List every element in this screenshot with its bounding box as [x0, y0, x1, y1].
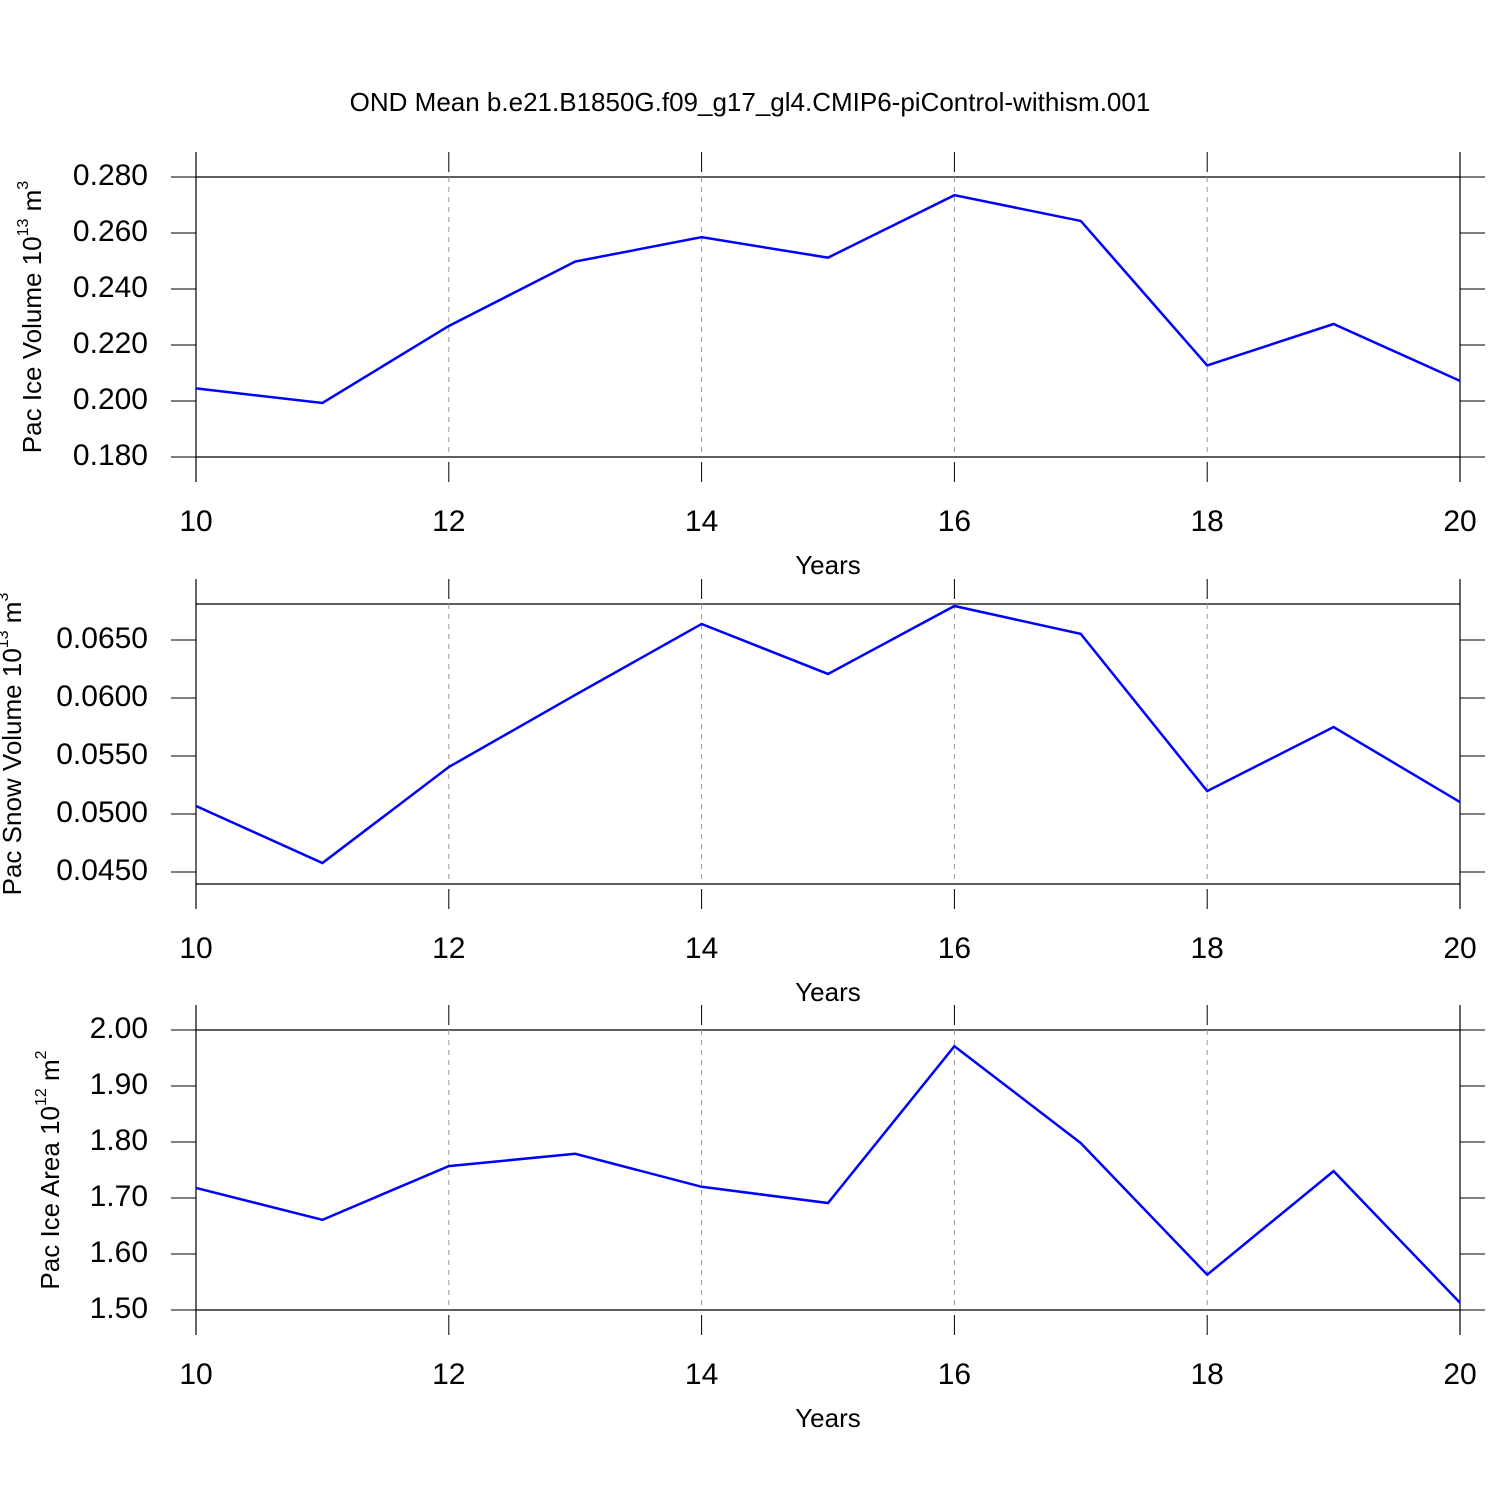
x-tick-label: 18 [1191, 505, 1224, 538]
label-text: Pac Snow Volume 10 [0, 648, 27, 895]
data-line [195, 604, 1461, 865]
x-axis-label: Years [795, 550, 861, 580]
label-text: m [17, 190, 47, 219]
y-axis-label: Pac Ice Area 1012 m2 [33, 1050, 65, 1289]
superscript: 2 [33, 1050, 50, 1059]
y-tick-label: 1.80 [90, 1124, 148, 1157]
x-tick-label: 16 [938, 505, 971, 538]
y-tick-label: 0.220 [73, 327, 148, 360]
x-tick-label: 12 [432, 1358, 465, 1391]
y-axis-label: Pac Snow Volume 1013 m3 [0, 593, 27, 896]
label-text: Pac Ice Volume 10 [17, 236, 47, 453]
y-tick-label: 0.0500 [56, 796, 148, 829]
y-tick-label: 0.240 [73, 271, 148, 304]
x-tick-label: 10 [179, 505, 212, 538]
superscript: 3 [15, 181, 32, 190]
y-tick-label: 0.200 [73, 383, 148, 416]
superscript: 13 [0, 630, 12, 648]
x-tick-label: 12 [432, 505, 465, 538]
x-tick-label: 16 [938, 1358, 971, 1391]
y-tick-label: 0.0450 [56, 854, 148, 887]
y-tick-label: 1.90 [90, 1068, 148, 1101]
y-tick-label: 0.0600 [56, 680, 148, 713]
x-tick-label: 20 [1443, 932, 1476, 965]
y-tick-label: 2.00 [90, 1012, 148, 1045]
x-tick-label: 16 [938, 932, 971, 965]
x-tick-label: 12 [432, 932, 465, 965]
y-tick-label: 0.280 [73, 159, 148, 192]
x-tick-label: 14 [685, 932, 718, 965]
x-tick-label: 18 [1191, 932, 1224, 965]
y-tick-label: 1.70 [90, 1180, 148, 1213]
data-line [195, 193, 1461, 405]
x-tick-label: 20 [1443, 1358, 1476, 1391]
y-tick-label: 0.0550 [56, 738, 148, 771]
label-text: Pac Ice Area 10 [35, 1106, 65, 1290]
y-tick-label: 0.0650 [56, 622, 148, 655]
superscript: 13 [15, 218, 32, 236]
y-tick-label: 1.60 [90, 1236, 148, 1269]
x-axis-label: Years [795, 977, 861, 1007]
x-tick-label: 20 [1443, 505, 1476, 538]
x-tick-label: 14 [685, 1358, 718, 1391]
x-tick-label: 18 [1191, 1358, 1224, 1391]
y-tick-label: 0.260 [73, 215, 148, 248]
y-tick-label: 1.50 [90, 1292, 148, 1325]
figure-title: OND Mean b.e21.B1850G.f09_g17_gl4.CMIP6-… [350, 87, 1151, 117]
superscript: 12 [33, 1088, 50, 1106]
x-tick-label: 10 [179, 1358, 212, 1391]
x-axis-label: Years [795, 1403, 861, 1433]
data-line [195, 1044, 1461, 1304]
superscript: 3 [0, 593, 12, 602]
y-tick-label: 0.180 [73, 439, 148, 472]
y-axis-label: Pac Ice Volume 1013 m3 [15, 181, 47, 454]
label-text: m [0, 602, 27, 631]
x-tick-label: 14 [685, 505, 718, 538]
x-tick-label: 10 [179, 932, 212, 965]
label-text: m [35, 1059, 65, 1088]
